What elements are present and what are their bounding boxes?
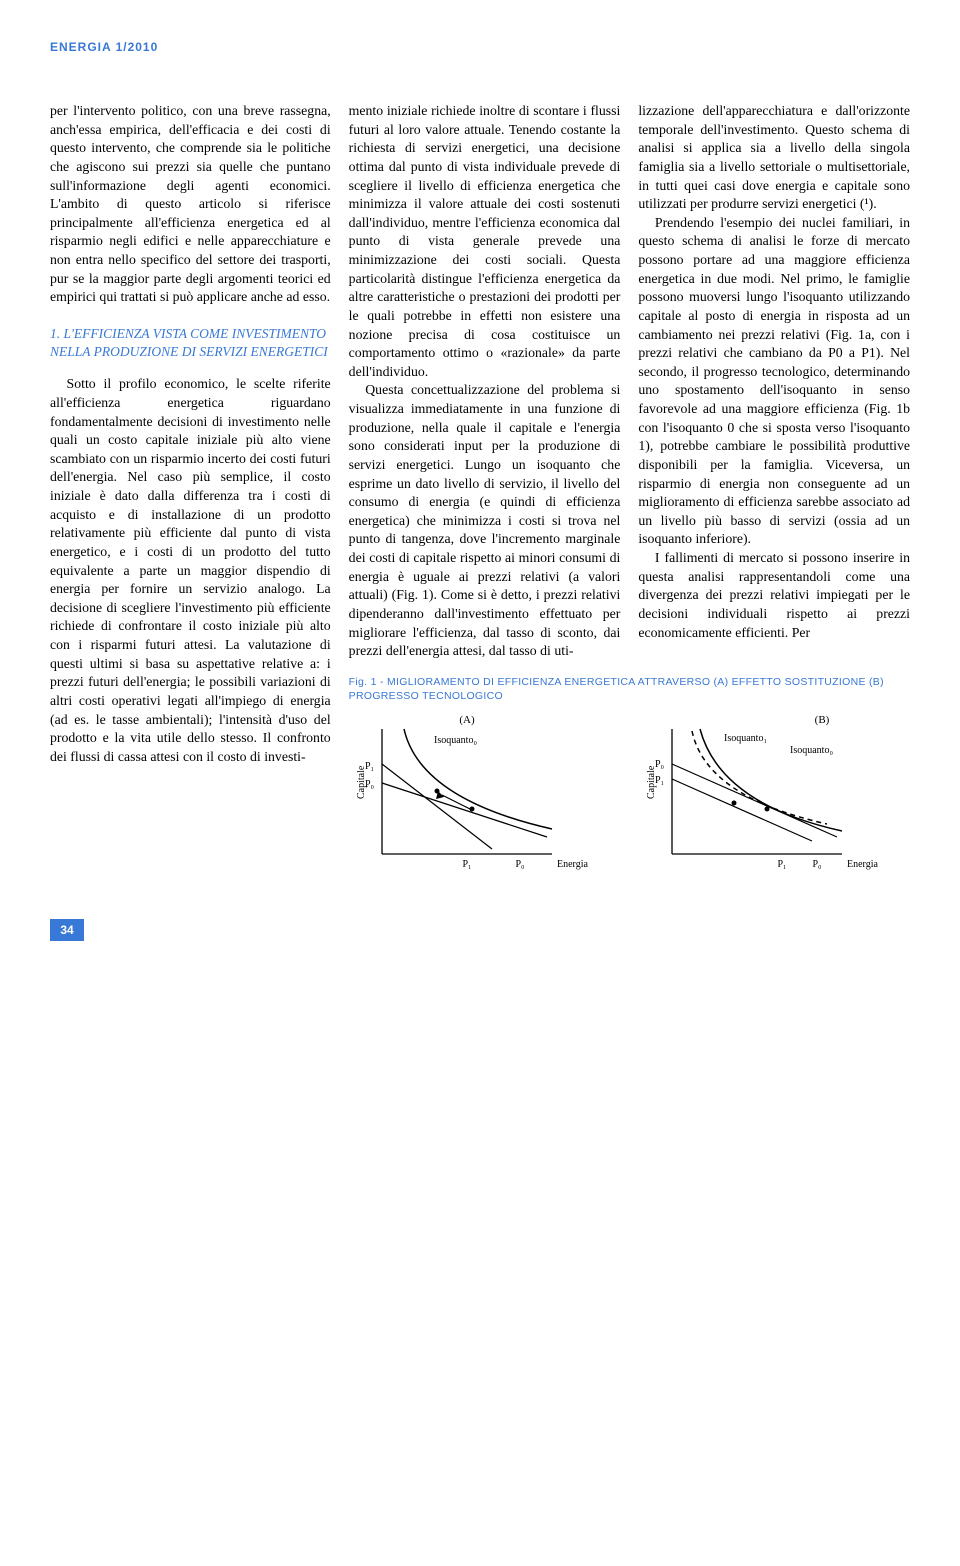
chart-a-ytick-p0: P₀: [364, 779, 374, 790]
col1-para2: Sotto il profilo economico, le scelte ri…: [50, 375, 331, 766]
col3-para2: Prendendo l'esempio dei nuclei familiari…: [638, 214, 910, 549]
col2-para2: Questa concettualizzazione del problema …: [349, 381, 621, 660]
figure-1: Fig. 1 - MIGLIORAMENTO DI EFFICIENZA ENE…: [349, 661, 910, 889]
chart-b-xlabel: Energia: [847, 859, 878, 870]
chart-b-dot0: [765, 807, 770, 812]
column-3: lizzazione dell'apparecchiatura e dall'o…: [638, 102, 910, 661]
chart-a-xlabel: Energia: [557, 859, 588, 870]
chart-a-ytick-p1: P₁: [364, 761, 373, 772]
figure-caption: Fig. 1 - MIGLIORAMENTO DI EFFICIENZA ENE…: [349, 675, 910, 703]
chart-a-xtick-p1: P₁: [462, 859, 471, 870]
chart-b-line-p0: [672, 764, 837, 837]
magazine-header: ENERGIA 1/2010: [50, 40, 910, 54]
chart-b-line-p1: [672, 779, 812, 841]
chart-a-xtick-p0: P₀: [515, 859, 525, 870]
chart-b-xtick-p1: P₁: [778, 859, 787, 870]
chart-b-curve1-label: Isoquanto₁: [724, 733, 767, 744]
text-columns: per l'intervento politico, con una breve…: [50, 102, 910, 889]
chart-a-dot0: [469, 807, 474, 812]
chart-b-dot1: [732, 801, 737, 806]
figure-chart-b: Capitale Energia (B) P₀ P₁ P₁ P₀ Isoquan…: [642, 709, 907, 889]
chart-b-xtick-p0: P₀: [813, 859, 823, 870]
chart-b-ytick-p0: P₀: [655, 759, 665, 770]
col3-para3: I fallimenti di mercato si possono inser…: [638, 549, 910, 642]
page-number: 34: [50, 919, 84, 941]
chart-a-panel-label: (A): [459, 714, 475, 726]
chart-a-line-p1: [382, 764, 492, 849]
section-heading-1: 1. L'EFFICIENZA VISTA COME INVESTIMENTO …: [50, 325, 331, 361]
col2-para1: mento iniziale richiede inoltre di scont…: [349, 102, 621, 381]
col1-para1: per l'intervento politico, con una breve…: [50, 102, 331, 307]
column-2: mento iniziale richiede inoltre di scont…: [349, 102, 621, 661]
col3-para1: lizzazione dell'apparecchiatura e dall'o…: [638, 102, 910, 214]
column-1: per l'intervento politico, con una breve…: [50, 102, 331, 889]
chart-b-panel-label: (B): [815, 714, 830, 726]
chart-a-line-p0: [382, 783, 547, 837]
chart-a-curve-label: Isoquanto₀: [434, 735, 477, 746]
chart-b-curve0-label: Isoquanto₀: [790, 745, 833, 756]
chart-b-ytick-p1: P₁: [655, 775, 664, 786]
figure-chart-a: Capitale Energia (A) P₁ P₀ P₁ P₀ Isoquan…: [352, 709, 617, 889]
